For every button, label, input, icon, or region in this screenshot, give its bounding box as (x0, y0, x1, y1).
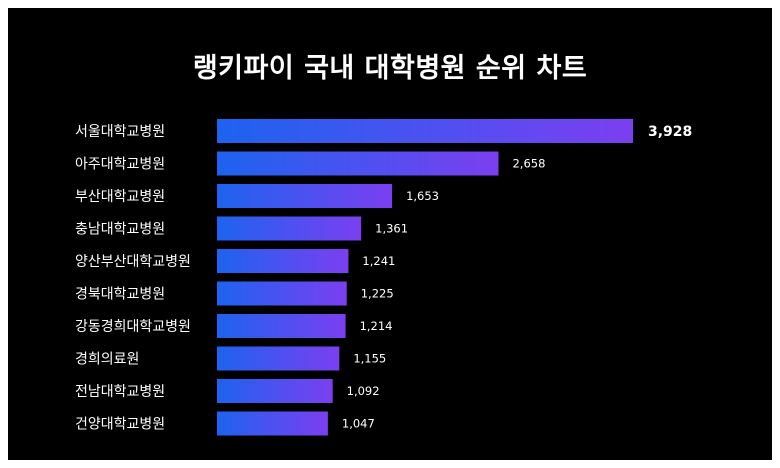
category-label: 경북대학교병원 (75, 287, 165, 303)
bar (217, 314, 346, 338)
bar (217, 184, 393, 208)
value-label: 1,214 (360, 319, 393, 333)
value-label: 1,047 (342, 417, 375, 431)
bar (217, 346, 340, 371)
chart-background (8, 8, 772, 460)
category-label: 서울대학교병원 (75, 124, 165, 140)
category-label: 경희의료원 (75, 352, 139, 368)
value-label: 1,225 (361, 287, 394, 301)
value-label: 1,361 (375, 222, 408, 236)
bar (217, 119, 633, 143)
bar (217, 151, 499, 176)
value-label: 1,092 (347, 384, 380, 398)
category-label: 아주대학교병원 (75, 157, 165, 173)
value-label: 1,653 (406, 189, 439, 203)
category-label: 건양대학교병원 (75, 417, 165, 433)
value-label: 1,241 (362, 254, 395, 268)
value-label: 1,155 (353, 352, 386, 366)
bar (217, 411, 328, 436)
category-label: 충남대학교병원 (75, 222, 165, 238)
category-label: 양산부산대학교병원 (75, 254, 191, 270)
category-label: 전남대학교병원 (75, 384, 165, 400)
bar (217, 281, 347, 306)
chart-title: 랭키파이 국내 대학병원 순위 차트 (192, 53, 588, 84)
value-label: 3,928 (648, 124, 692, 140)
category-label: 부산대학교병원 (75, 189, 165, 205)
bar (217, 249, 349, 273)
bars-group: 서울대학교병원 3,928 아주대학교병원 2,658 부산대학교병원 1,653 충남대학… (75, 119, 692, 436)
category-label: 강동경희대학교병원 (75, 319, 191, 335)
bar (217, 216, 362, 241)
bar (217, 379, 333, 403)
value-label: 2,658 (512, 157, 545, 171)
